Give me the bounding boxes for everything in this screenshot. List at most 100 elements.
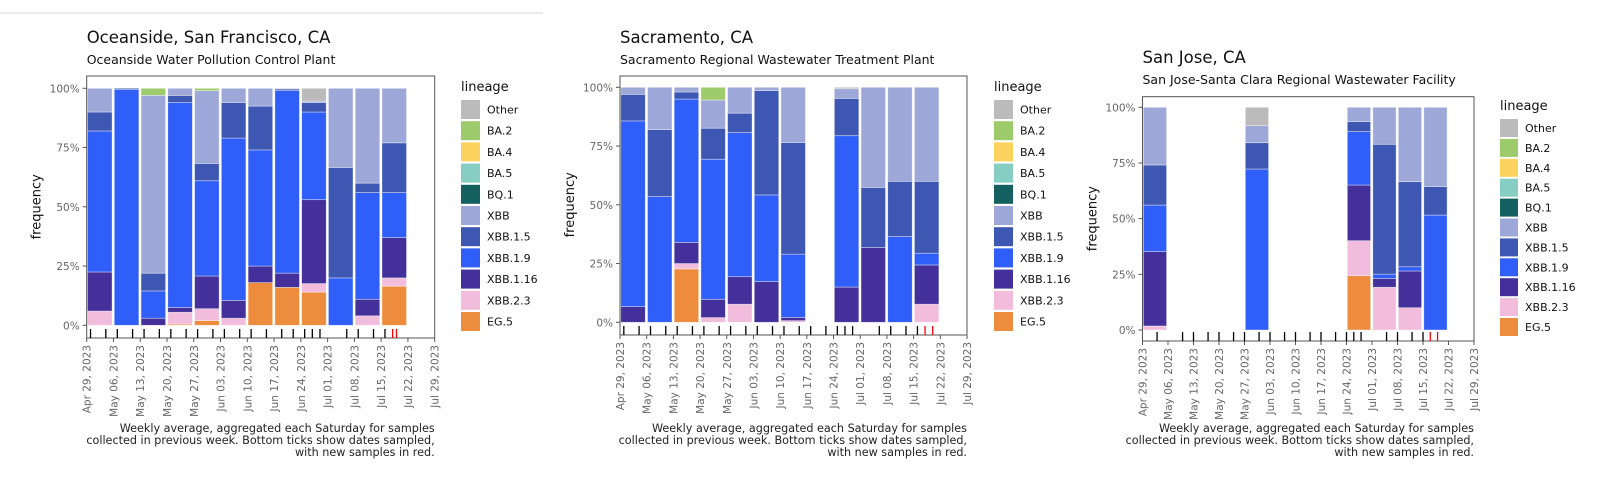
legend-item: BQ.1 (1500, 198, 1552, 217)
legend-item: XBB.1.16 (1500, 278, 1576, 297)
bar-segment-xbb-1-16 (753, 281, 780, 323)
legend-swatch (1500, 158, 1518, 177)
bar-segment-xbb-1-16 (381, 237, 407, 279)
y-tick-label: 25% (590, 259, 613, 271)
legend-label: XBB.2.3 (487, 294, 531, 307)
legend-label: BA.4 (487, 146, 512, 159)
legend-swatch (1500, 218, 1518, 237)
bar-segment-xbb-1-9 (381, 192, 407, 238)
legend-label: BA.4 (1020, 146, 1045, 159)
chart-subtitle: Sacramento Regional Wastewater Treatment… (620, 52, 935, 67)
legend-item: XBB.2.3 (1500, 298, 1569, 317)
x-tick-label: May 06, 2023 (108, 345, 120, 417)
bar-segment-xbb-1-9 (247, 149, 274, 267)
legend-swatch (994, 100, 1013, 119)
bar-segment-xbb-2-3 (673, 263, 700, 270)
x-tick-label: Jun 24, 2023 (829, 342, 841, 410)
bar-segment-xbb-1-5 (167, 95, 193, 103)
caption-line: with new samples in red. (827, 446, 967, 459)
x-tick-label: Jun 17, 2023 (802, 342, 814, 410)
bar-segment-xbb-1-16 (1372, 277, 1397, 288)
legend-item: Other (994, 100, 1052, 119)
bar-segment-xbb-1-9 (301, 111, 327, 201)
legend-item: EG.5 (1500, 318, 1551, 336)
bar-segment-xbb-2-3 (1142, 325, 1167, 331)
bar-segment-xbb-2-3 (194, 308, 220, 321)
legend-item: Other (1500, 119, 1557, 137)
bar-segment-xbb-1-5 (220, 102, 247, 139)
bars (87, 87, 407, 326)
legend-item: BA.4 (994, 142, 1045, 162)
chart-subtitle: San Jose-Santa Clara Regional Wastewater… (1143, 72, 1457, 87)
bar-segment-xbb-1-16 (1397, 270, 1422, 309)
legend-swatch (994, 227, 1013, 247)
bar-segment-other (301, 87, 327, 102)
caption-line: Weekly average, aggregated each Saturday… (652, 422, 967, 435)
bar-segment-xbb-1-9 (753, 194, 780, 282)
bar-segment-xbb-1-5 (140, 272, 166, 292)
y-tick-label: 75% (590, 141, 613, 153)
bar-segment-ba-2 (194, 87, 220, 92)
legend-swatch (994, 248, 1013, 268)
bar-segment-xbb-1-9 (194, 180, 220, 277)
x-tick-label: Jul 08, 2023 (349, 345, 361, 409)
bar-segment-xbb-2-3 (727, 303, 753, 323)
y-tick-label: 75% (56, 143, 79, 155)
bar-segment-xbb-1-9 (647, 196, 673, 323)
bar-segment-xbb-1-5 (1142, 164, 1167, 206)
x-tick-label: Jul 15, 2023 (909, 342, 921, 406)
bar-segment-xbb-1-16 (301, 199, 327, 284)
legend-label: BQ.1 (1020, 188, 1047, 201)
legend-label: XBB.2.3 (1020, 294, 1064, 307)
bars (620, 86, 940, 323)
legend-item: BA.2 (461, 121, 512, 141)
legend-item: EG.5 (461, 312, 513, 331)
bar-segment-xbb-1-16 (673, 242, 700, 264)
x-tick-label: Jul 15, 2023 (1418, 348, 1430, 412)
x-tick-label: Jun 03, 2023 (748, 342, 760, 410)
chart-title: Sacramento, CA (620, 28, 754, 47)
bar-segment-xbb (220, 87, 247, 103)
legend-item: XBB.1.5 (461, 227, 531, 247)
legend-label: EG.5 (1525, 321, 1551, 334)
legend-swatch (461, 269, 480, 289)
legend: lineage Other BA.2 BA.4 BA.5 BQ.1 XBB XBB.1.5 XB… (461, 80, 538, 331)
bar-segment-eg-5 (381, 285, 407, 326)
bar-segment-xbb (753, 86, 780, 91)
legend-item: BQ.1 (461, 184, 514, 204)
bar-segment-xbb-1-9 (1423, 214, 1448, 331)
bars (1142, 106, 1448, 331)
y-tick-label: 50% (590, 200, 613, 212)
bar-segment-xbb-1-5 (1397, 181, 1422, 268)
bar-segment-ba-2 (700, 86, 726, 101)
legend-swatch (1500, 298, 1518, 317)
legend-swatch (1500, 238, 1518, 257)
bar-segment-xbb-1-5 (914, 180, 940, 254)
bar-segment-xbb-1-9 (700, 158, 726, 300)
legend-item: XBB.2.3 (994, 290, 1064, 310)
y-tick-label: 100% (1105, 102, 1135, 114)
bar-segment-xbb (167, 87, 193, 96)
bar-segment-xbb-1-16 (167, 307, 193, 313)
bar-segment-xbb-2-3 (1346, 240, 1371, 277)
bar-segment-xbb-2-3 (1372, 286, 1397, 331)
legend-swatch (1500, 178, 1518, 197)
legend-label: XBB (1020, 210, 1043, 223)
bar-segment-xbb-2-3 (700, 317, 726, 323)
legend-swatch (994, 290, 1013, 310)
legend-swatch (461, 121, 480, 141)
bar-segment-xbb-1-5 (700, 127, 726, 160)
caption-line: collected in previous week. Bottom ticks… (619, 434, 967, 447)
legend-item: XBB.1.9 (461, 248, 531, 268)
legend-item: BA.4 (1500, 158, 1550, 177)
bar-segment-xbb (914, 86, 940, 182)
legend-label: XBB.1.9 (1020, 252, 1064, 265)
legend-swatch (994, 206, 1013, 225)
bar-segment-xbb (780, 86, 806, 143)
x-tick-label: Jul 01, 2023 (323, 345, 335, 409)
legend-label: BA.4 (1525, 162, 1550, 175)
legend-label: BQ.1 (1525, 202, 1552, 215)
x-tick-label: May 20, 2023 (162, 345, 174, 417)
x-tick-label: Jul 08, 2023 (1393, 348, 1405, 412)
bar-segment-xbb-1-9 (727, 132, 753, 278)
